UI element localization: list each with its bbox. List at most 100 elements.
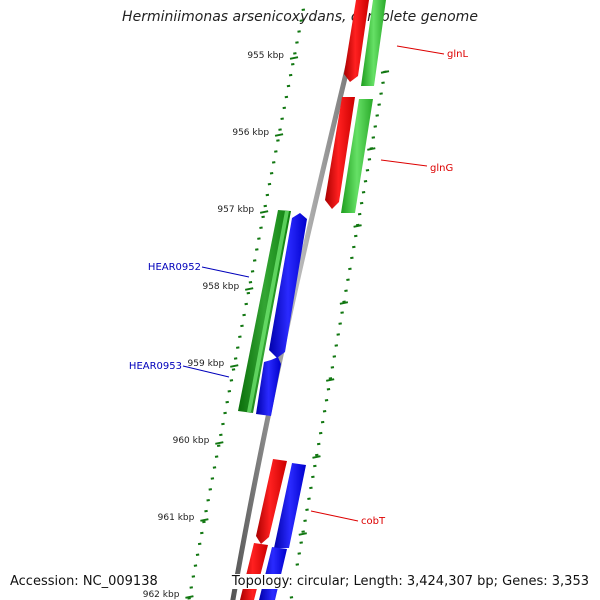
minor-tick: [280, 117, 284, 120]
minor-tick: [229, 379, 234, 382]
minor-tick: [212, 466, 217, 469]
minor-tick: [340, 311, 344, 314]
major-tick: [244, 287, 254, 291]
gene-label[interactable]: HEAR0952: [148, 262, 201, 273]
minor-tick: [223, 411, 227, 415]
minor-tick: [320, 420, 325, 424]
minor-tick: [193, 564, 198, 567]
minor-tick: [309, 486, 313, 490]
minor-tick: [290, 63, 295, 66]
gene-HEAR0952-stripe: [247, 211, 289, 412]
kbp-tick-label: 962 kbp: [143, 590, 180, 600]
major-tick: [367, 147, 376, 151]
minor-tick: [210, 477, 215, 480]
gene-label-connector: [310, 510, 359, 522]
minor-tick: [286, 84, 291, 88]
major-tick: [339, 301, 349, 305]
minor-tick: [195, 553, 200, 556]
accession-label: Accession: NC_009138: [8, 574, 160, 589]
minor-tick: [219, 433, 223, 437]
minor-tick: [330, 366, 335, 369]
minor-tick: [297, 30, 301, 33]
minor-tick: [263, 204, 268, 208]
minor-tick: [336, 333, 340, 336]
major-tick: [259, 210, 269, 214]
gene-glnG-partner-feature[interactable]: [341, 99, 373, 213]
minor-tick: [357, 212, 362, 216]
minor-tick: [307, 497, 311, 501]
major-tick: [185, 595, 194, 599]
minor-tick: [208, 488, 213, 491]
kbp-tick-label: 959 kbp: [188, 359, 225, 369]
minor-tick: [332, 355, 337, 358]
minor-tick: [313, 464, 317, 468]
kbp-tick-label: 957 kbp: [217, 205, 254, 215]
gene-HEAR0953-block-lower[interactable]: [256, 357, 281, 416]
minor-tick: [297, 552, 301, 555]
minor-tick: [261, 215, 265, 219]
gene-HEAR0953-block-upper[interactable]: [269, 213, 307, 358]
gene-glnL-partner-feature[interactable]: [361, 0, 386, 86]
minor-tick: [204, 509, 208, 513]
minor-tick: [326, 388, 331, 391]
gene-glnL-feature[interactable]: [344, 0, 369, 82]
minor-tick: [338, 322, 342, 325]
major-tick: [289, 56, 299, 60]
minor-tick: [278, 128, 282, 131]
minor-tick: [367, 158, 372, 161]
kbp-tick-label: 958 kbp: [202, 282, 239, 292]
minor-tick: [379, 92, 383, 95]
gene-glnG-feature[interactable]: [325, 97, 355, 209]
gene-label[interactable]: glnG: [430, 163, 453, 174]
gene-label[interactable]: cobT: [361, 516, 386, 527]
minor-tick: [248, 281, 253, 284]
minor-tick: [227, 390, 232, 393]
minor-tick: [316, 442, 321, 446]
major-tick: [200, 518, 209, 522]
minor-tick: [191, 575, 196, 578]
minor-tick: [282, 106, 287, 110]
map-title: Herminiimonas arsenicoxydans, complete g…: [122, 9, 478, 25]
minor-tick: [197, 542, 202, 546]
kbp-tick-label: 961 kbp: [158, 513, 195, 523]
minor-tick: [236, 346, 240, 349]
minor-tick: [221, 422, 225, 426]
major-tick: [298, 532, 307, 536]
minor-tick: [274, 150, 278, 153]
gene-cobT-feature[interactable]: [256, 459, 287, 544]
minor-tick: [299, 541, 303, 544]
minor-tick: [328, 377, 333, 380]
minor-tick: [187, 597, 191, 600]
minor-tick: [373, 125, 378, 128]
major-tick: [274, 133, 284, 137]
minor-tick: [311, 475, 315, 479]
minor-tick: [259, 226, 263, 229]
minor-tick: [225, 400, 229, 404]
minor-tick: [206, 499, 210, 502]
gene-cobT-partner-feature[interactable]: [274, 463, 306, 548]
major-tick: [215, 441, 224, 445]
minor-tick: [354, 234, 358, 238]
minor-tick: [322, 409, 327, 413]
minor-tick: [371, 136, 376, 139]
major-tick: [230, 364, 239, 368]
minor-tick: [315, 453, 319, 457]
gene-label[interactable]: HEAR0953: [129, 361, 182, 372]
minor-tick: [295, 41, 299, 44]
minor-tick: [303, 519, 307, 522]
minor-tick: [233, 357, 238, 360]
major-tick: [353, 224, 362, 228]
minor-tick: [284, 95, 289, 99]
minor-tick: [250, 270, 255, 273]
minor-tick: [271, 161, 276, 164]
minor-tick: [375, 114, 379, 117]
minor-tick: [381, 81, 385, 84]
minor-tick: [288, 73, 293, 77]
gene-label[interactable]: glnL: [447, 49, 468, 60]
kbp-tick-label: 955 kbp: [247, 51, 284, 61]
minor-tick: [324, 399, 329, 402]
minor-tick: [363, 180, 368, 183]
minor-tick: [202, 520, 206, 524]
